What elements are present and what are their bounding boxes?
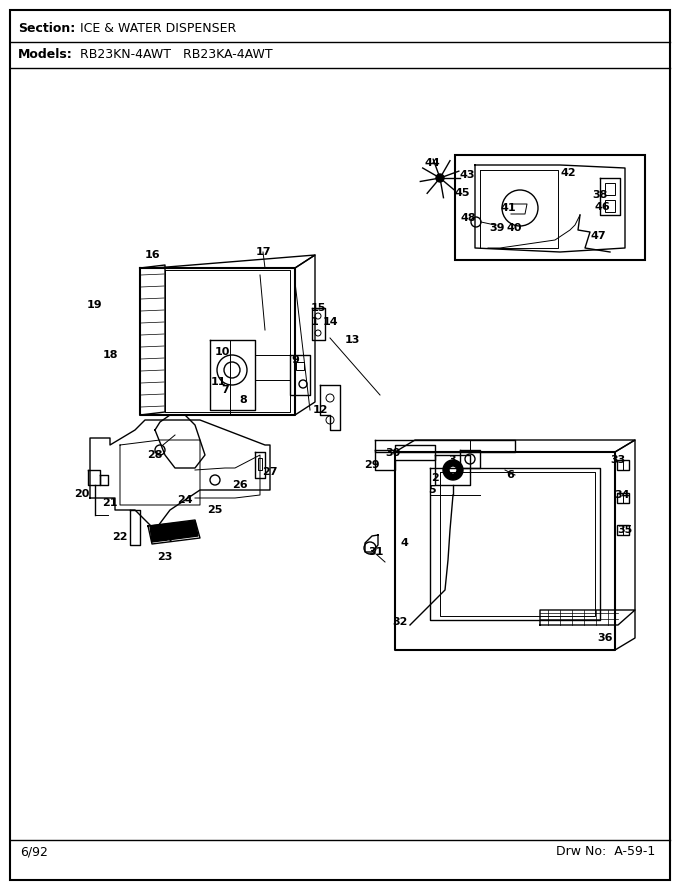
Text: 39: 39 (489, 223, 505, 233)
Text: 15: 15 (310, 303, 326, 313)
Text: 38: 38 (592, 190, 608, 200)
Polygon shape (150, 521, 198, 542)
Text: Section:: Section: (18, 22, 75, 35)
Text: 19: 19 (87, 300, 103, 310)
Text: 43: 43 (459, 170, 475, 180)
Text: 27: 27 (262, 467, 277, 477)
Text: 7: 7 (221, 385, 229, 395)
Text: 16: 16 (144, 250, 160, 260)
Text: 8: 8 (239, 395, 247, 405)
Bar (617, 460, 629, 470)
Text: RB23KN-4AWT   RB23KA-4AWT: RB23KN-4AWT RB23KA-4AWT (80, 48, 273, 61)
Text: 22: 22 (112, 532, 128, 542)
Circle shape (436, 174, 444, 182)
Bar (605, 200, 615, 212)
Text: 32: 32 (392, 617, 408, 627)
Text: 31: 31 (369, 547, 384, 557)
Text: 12: 12 (312, 405, 328, 415)
Bar (617, 525, 629, 535)
Text: 30: 30 (386, 448, 401, 458)
Text: 20: 20 (74, 489, 90, 499)
Text: 23: 23 (157, 552, 173, 562)
Text: 40: 40 (506, 223, 522, 233)
Text: 46: 46 (594, 202, 610, 212)
Text: 2: 2 (431, 473, 439, 483)
Text: 9: 9 (291, 355, 299, 365)
Text: 6/92: 6/92 (20, 845, 48, 858)
Text: 10: 10 (214, 347, 230, 357)
Text: 42: 42 (560, 168, 576, 178)
Circle shape (443, 460, 463, 480)
Text: 48: 48 (460, 213, 476, 223)
Text: 3: 3 (448, 455, 456, 465)
Text: 45: 45 (454, 188, 470, 198)
Text: 13: 13 (344, 335, 360, 345)
Bar (605, 183, 615, 195)
Text: 41: 41 (500, 203, 516, 213)
Circle shape (449, 466, 457, 474)
Text: 26: 26 (232, 480, 248, 490)
Text: 18: 18 (102, 350, 118, 360)
Text: 35: 35 (617, 525, 632, 535)
Text: 5: 5 (428, 485, 436, 495)
Text: 1: 1 (311, 317, 319, 327)
Bar (258, 458, 262, 470)
Text: Models:: Models: (18, 48, 73, 61)
Text: 4: 4 (400, 538, 408, 548)
Text: 17: 17 (255, 247, 271, 257)
Text: 25: 25 (207, 505, 222, 515)
Text: 34: 34 (614, 490, 630, 500)
Bar (296, 362, 304, 370)
Text: 14: 14 (322, 317, 338, 327)
Bar (455, 155, 645, 260)
Text: 21: 21 (102, 498, 118, 508)
Text: 47: 47 (590, 231, 606, 241)
Text: 11: 11 (210, 377, 226, 387)
Text: 6: 6 (506, 470, 514, 480)
Bar (617, 493, 629, 503)
Text: 36: 36 (597, 633, 613, 643)
Text: 37: 37 (160, 533, 175, 543)
Text: Drw No:  A-59-1: Drw No: A-59-1 (556, 845, 655, 858)
Text: 28: 28 (148, 450, 163, 460)
Text: 44: 44 (424, 158, 440, 168)
Text: 33: 33 (611, 455, 626, 465)
Text: 24: 24 (177, 495, 193, 505)
Text: 29: 29 (364, 460, 380, 470)
Text: ICE & WATER DISPENSER: ICE & WATER DISPENSER (80, 22, 236, 35)
